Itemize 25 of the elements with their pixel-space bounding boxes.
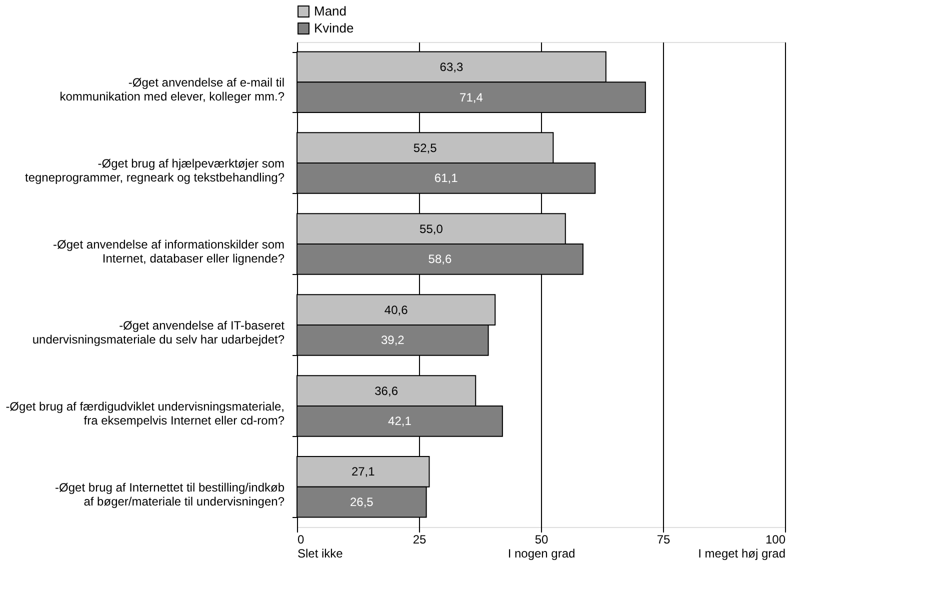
data-label: 52,5 xyxy=(413,140,438,155)
y-tick-label: -Øget brug af hjælpeværktøjer som tegneprogrammer, regneark og tekstbehandling? xyxy=(25,156,285,185)
data-label: 58,6 xyxy=(428,252,452,266)
data-label: 55,0 xyxy=(420,222,444,236)
data-label: 61,1 xyxy=(434,171,458,186)
legend-label: Mand xyxy=(314,4,347,18)
data-label: 26,5 xyxy=(350,495,374,510)
x-tick-label: 25 xyxy=(412,532,426,546)
data-label: 39,2 xyxy=(380,333,405,348)
data-label: 63,3 xyxy=(440,60,464,74)
x-tick-label: 0 Slet ikke xyxy=(298,532,344,560)
x-tick-label: 100 I meget høj grad xyxy=(698,532,786,560)
data-label: 42,1 xyxy=(388,414,412,428)
y-tick-label: -Øget anvendelse af informationskilder som Internet, databaser eller lignende? xyxy=(53,238,285,266)
legend-label: Kvinde xyxy=(314,20,354,36)
y-tick-label: -Øget anvendelse af IT-baseret undervisningsmateriale du selv har udarbejdet? xyxy=(32,318,286,346)
y-tick-label: -Øget brug af Internettet til bestilling/indkøb af bøger/materiale til undervisningen? xyxy=(55,480,285,508)
x-tick-label: 50 I nogen grad xyxy=(508,532,576,560)
data-label: 27,1 xyxy=(351,464,376,479)
y-tick-label: -Øget anvendelse af e-mail til kommunikation med elever, kolleger mm.? xyxy=(60,76,285,104)
data-label: 71,4 xyxy=(460,90,484,104)
data-label: 40,6 xyxy=(384,302,408,317)
x-tick-label: 75 xyxy=(656,532,670,546)
data-label: 36,6 xyxy=(374,384,398,398)
y-tick-label: -Øget brug af færdigudviklet undervisningsmateriale, fra eksempelvis Internet eller cd-rom? xyxy=(6,399,285,428)
